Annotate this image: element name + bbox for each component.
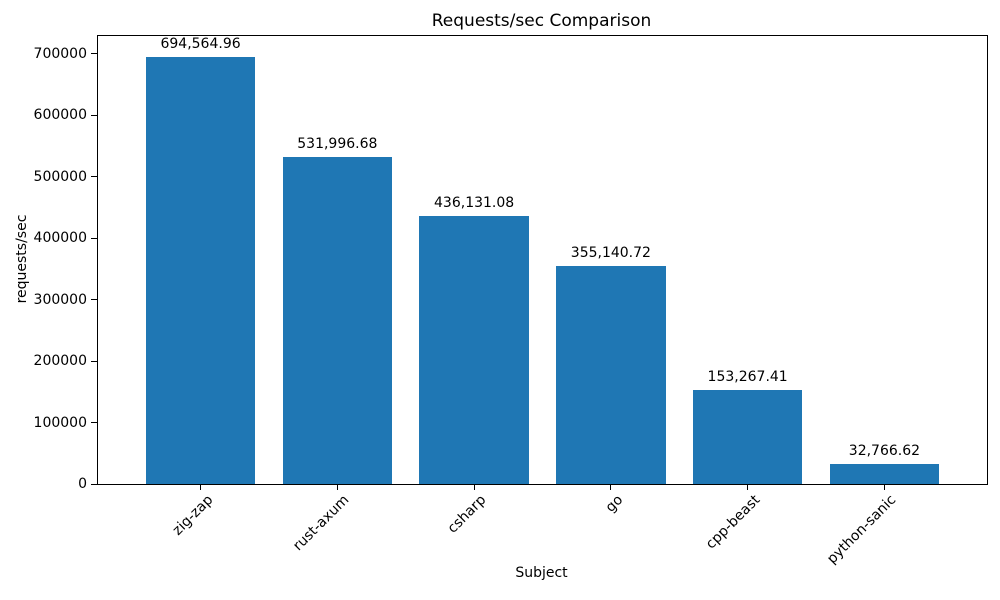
y-tick-mark (91, 422, 97, 424)
x-tick-mark (883, 484, 885, 490)
bar-zig-zap (145, 57, 256, 484)
plot-area: 0 100000 200000 300000 400000 500000 600000 700… (34, 35, 988, 567)
y-tick-label: 300000 (33, 291, 87, 308)
bar-cpp-beast (692, 389, 803, 484)
bar-value-label: 153,267.41 (707, 368, 788, 385)
y-tick-mark (91, 299, 97, 301)
y-tick-label: 100000 (33, 414, 87, 431)
chart-title: Requests/sec Comparison (431, 11, 652, 31)
bar-value-label: 436,131.08 (434, 195, 515, 212)
x-axis-label: Subject (515, 565, 568, 581)
x-tick-mark (336, 484, 338, 490)
bar-rust-axum (282, 157, 393, 484)
y-tick-mark (91, 176, 97, 178)
y-tick-mark (91, 114, 97, 116)
bar-value-label: 694,564.96 (160, 36, 241, 53)
x-tick-label: cpp-beast (702, 492, 763, 553)
bar-python-sanic (829, 463, 940, 484)
x-tick-mark (200, 484, 202, 490)
y-tick-mark (91, 360, 97, 362)
x-tick-label: csharp (444, 492, 490, 537)
y-tick-label: 500000 (33, 168, 87, 185)
x-tick-label: python-sanic (824, 492, 900, 568)
y-tick-mark (91, 237, 97, 239)
x-tick-label: go (602, 492, 627, 516)
x-tick-mark (747, 484, 749, 490)
y-tick-label: 200000 (33, 353, 87, 370)
x-tick-label: rust-axum (290, 492, 353, 555)
bar-value-label: 32,766.62 (848, 442, 921, 459)
y-tick-mark (91, 53, 97, 55)
y-tick-mark (91, 483, 97, 485)
x-tick-mark (473, 484, 475, 490)
y-axis-label: requests/sec (14, 214, 30, 304)
y-tick-label: 400000 (33, 230, 87, 247)
bar-value-label: 355,140.72 (570, 244, 651, 261)
y-tick-label: 700000 (33, 45, 87, 62)
bar-value-label: 531,996.68 (297, 136, 378, 153)
x-tick-mark (610, 484, 612, 490)
y-tick-label: 600000 (33, 107, 87, 124)
y-tick-label: 0 (78, 476, 87, 492)
bar-go (556, 265, 666, 484)
x-tick-label: zig-zap (169, 492, 216, 539)
bar-csharp (419, 216, 529, 484)
